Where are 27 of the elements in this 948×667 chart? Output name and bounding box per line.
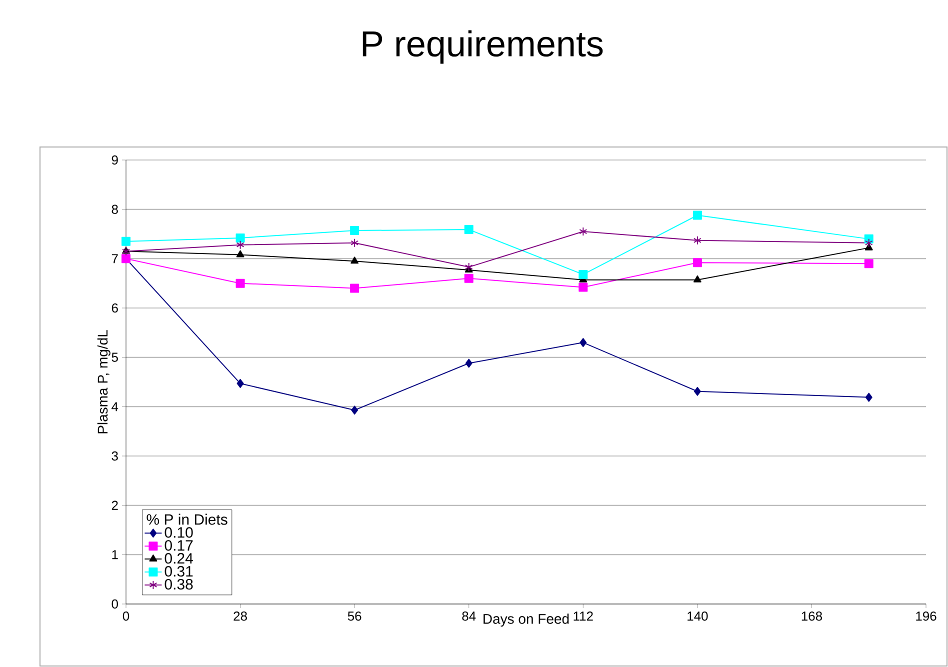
legend-title: % P in Diets — [146, 514, 228, 525]
x-tick-label: 0 — [122, 612, 130, 621]
y-tick-label: 0 — [112, 599, 118, 609]
y-tick-label: 4 — [112, 402, 118, 412]
y-tick-label: 9 — [112, 155, 118, 165]
y-tick-label: 3 — [112, 451, 118, 461]
y-tick-label: 2 — [112, 500, 118, 510]
legend-label: 0.17 — [164, 540, 193, 551]
x-tick-label: 140 — [688, 612, 708, 621]
x-axis-title: Days on Feed — [484, 614, 569, 627]
legend-label: 0.24 — [164, 553, 193, 564]
y-tick-label: 7 — [112, 254, 118, 264]
y-tick-label: 5 — [112, 352, 118, 362]
x-tick-label: 56 — [348, 612, 362, 621]
y-tick-label: 6 — [112, 303, 118, 313]
x-tick-label: 28 — [234, 612, 247, 621]
y-tick-label: 8 — [112, 204, 118, 214]
x-tick-label: 84 — [462, 612, 476, 621]
x-tick-label: 112 — [574, 612, 593, 621]
legend-label: 0.38 — [164, 578, 193, 590]
legend-label: 0.31 — [164, 566, 193, 577]
x-tick-label: 168 — [802, 612, 822, 621]
legend-label: 0.10 — [164, 527, 193, 538]
y-axis-title: Plasma P, mg/dL — [97, 330, 110, 434]
x-tick-label: 196 — [916, 612, 936, 621]
y-tick-label: 1 — [112, 550, 118, 560]
chart-title: P requirements — [362, 30, 603, 64]
